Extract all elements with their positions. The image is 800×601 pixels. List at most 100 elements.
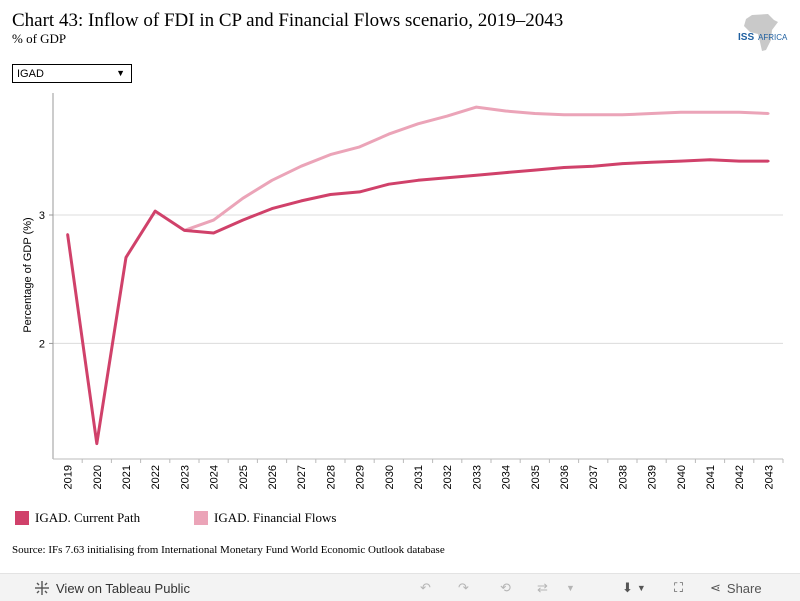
data-point-igad-current-path[interactable] bbox=[562, 166, 566, 169]
data-point-igad-financial-flows[interactable] bbox=[562, 113, 566, 117]
x-tick-label: 2020 bbox=[92, 465, 104, 489]
data-point-igad-current-path[interactable] bbox=[387, 182, 390, 186]
revert-icon[interactable]: ⟲ bbox=[500, 580, 511, 595]
legend-swatch-current-path bbox=[15, 511, 29, 525]
view-on-tableau-button[interactable]: View on Tableau Public bbox=[34, 580, 190, 596]
data-point-igad-current-path[interactable] bbox=[270, 207, 274, 210]
data-point-igad-financial-flows[interactable] bbox=[387, 132, 390, 136]
legend-label-current-path: IGAD. Current Path bbox=[35, 510, 141, 525]
data-point-igad-current-path[interactable] bbox=[650, 161, 653, 164]
data-point-igad-current-path[interactable] bbox=[154, 209, 157, 213]
x-tick-label: 2036 bbox=[559, 465, 571, 489]
chevron-down-icon: ▼ bbox=[116, 68, 125, 78]
x-tick-label: 2028 bbox=[325, 465, 337, 489]
x-tick-label: 2041 bbox=[705, 465, 717, 489]
series-line-igad-current-path[interactable] bbox=[66, 158, 769, 446]
grid-layer bbox=[53, 214, 783, 344]
data-point-igad-financial-flows[interactable] bbox=[329, 153, 332, 156]
legend-item-current-path[interactable]: IGAD. Current Path bbox=[15, 510, 140, 526]
data-point-igad-financial-flows[interactable] bbox=[650, 112, 653, 115]
x-tick-label: 2042 bbox=[734, 465, 746, 489]
x-tick-label: 2038 bbox=[617, 465, 629, 489]
x-tick-label: 2019 bbox=[63, 465, 75, 489]
data-point-igad-financial-flows[interactable] bbox=[475, 105, 478, 109]
x-tick-label: 2026 bbox=[267, 465, 279, 489]
data-point-igad-current-path[interactable] bbox=[358, 190, 361, 194]
data-point-igad-financial-flows[interactable] bbox=[300, 165, 303, 168]
data-point-igad-current-path[interactable] bbox=[738, 159, 741, 163]
x-tick-label: 2027 bbox=[296, 465, 308, 489]
x-tick-label: 2022 bbox=[150, 465, 162, 489]
redo-icon[interactable]: ↷ bbox=[458, 580, 469, 595]
x-tick-label: 2033 bbox=[471, 465, 483, 489]
data-point-igad-financial-flows[interactable] bbox=[358, 145, 361, 149]
download-icon[interactable]: ⬇ ▼ bbox=[622, 580, 646, 595]
refresh-menu-chevron-icon[interactable]: ▼ bbox=[566, 583, 575, 593]
undo-icon[interactable]: ↶ bbox=[420, 580, 431, 595]
legend-item-financial-flows[interactable]: IGAD. Financial Flows bbox=[194, 510, 336, 526]
data-point-igad-financial-flows[interactable] bbox=[270, 179, 274, 182]
data-point-igad-current-path[interactable] bbox=[504, 171, 507, 174]
data-point-igad-current-path[interactable] bbox=[446, 176, 449, 179]
iss-africa-logo: ISS AFRICA bbox=[738, 14, 788, 51]
data-point-igad-current-path[interactable] bbox=[95, 442, 99, 445]
x-tick-label: 2039 bbox=[647, 465, 659, 489]
data-point-igad-current-path[interactable] bbox=[708, 158, 712, 161]
region-filter-dropdown[interactable]: IGAD ▼ bbox=[12, 64, 132, 83]
data-point-igad-current-path[interactable] bbox=[212, 231, 215, 235]
data-point-igad-current-path[interactable] bbox=[66, 233, 69, 236]
data-point-igad-financial-flows[interactable] bbox=[241, 197, 244, 200]
svg-text:AFRICA: AFRICA bbox=[758, 33, 788, 42]
data-point-igad-financial-flows[interactable] bbox=[212, 218, 215, 222]
x-tick-label: 2030 bbox=[384, 465, 396, 489]
share-label: Share bbox=[726, 580, 762, 596]
chart-subtitle: % of GDP bbox=[12, 31, 67, 46]
x-tick-label: 2040 bbox=[676, 465, 688, 489]
x-tick-label: 2023 bbox=[179, 465, 191, 489]
legend-label-financial-flows: IGAD. Financial Flows bbox=[214, 510, 337, 525]
data-point-igad-current-path[interactable] bbox=[533, 168, 536, 172]
tableau-logo-icon bbox=[35, 581, 49, 595]
x-tick-label: 2029 bbox=[355, 465, 367, 489]
share-icon: ⋖ bbox=[710, 580, 721, 595]
x-tick-label: 2034 bbox=[501, 465, 513, 489]
legend-swatch-financial-flows bbox=[194, 511, 208, 525]
data-point-igad-financial-flows[interactable] bbox=[533, 112, 536, 115]
data-point-igad-current-path[interactable] bbox=[621, 162, 624, 165]
data-point-igad-financial-flows[interactable] bbox=[416, 122, 420, 126]
data-point-igad-current-path[interactable] bbox=[475, 173, 478, 177]
x-tick-label: 2024 bbox=[209, 465, 221, 489]
line-chart: 2 3 2019 2020 2021 2022 2023 2024 2025 2026 2027 20… bbox=[22, 93, 784, 489]
data-point-igad-current-path[interactable] bbox=[767, 159, 770, 163]
svg-text:ISS: ISS bbox=[738, 32, 754, 43]
data-point-igad-financial-flows[interactable] bbox=[446, 114, 449, 118]
data-point-igad-current-path[interactable] bbox=[416, 179, 420, 182]
data-point-igad-financial-flows[interactable] bbox=[708, 111, 712, 114]
fullscreen-icon[interactable]: ⛶ bbox=[674, 580, 684, 595]
region-filter-value: IGAD bbox=[17, 68, 44, 80]
data-point-igad-current-path[interactable] bbox=[183, 229, 186, 232]
share-button[interactable]: ⋖ Share bbox=[710, 580, 762, 596]
data-point-igad-current-path[interactable] bbox=[329, 193, 332, 196]
x-tick-label: 2025 bbox=[238, 465, 250, 489]
data-point-igad-financial-flows[interactable] bbox=[592, 113, 595, 117]
data-point-igad-current-path[interactable] bbox=[592, 165, 595, 168]
x-tick-label: 2037 bbox=[588, 465, 600, 489]
data-point-igad-financial-flows[interactable] bbox=[621, 113, 624, 117]
data-point-igad-current-path[interactable] bbox=[300, 199, 303, 203]
series-line-igad-financial-flows[interactable] bbox=[183, 105, 769, 232]
data-point-igad-current-path[interactable] bbox=[241, 218, 244, 222]
data-point-igad-financial-flows[interactable] bbox=[504, 109, 507, 113]
x-tick-label: 2043 bbox=[763, 465, 775, 489]
data-point-igad-financial-flows[interactable] bbox=[767, 112, 770, 115]
data-point-igad-current-path[interactable] bbox=[679, 159, 682, 163]
refresh-icon[interactable]: ⇄ bbox=[537, 580, 548, 595]
x-tick-label: 2021 bbox=[121, 465, 133, 489]
tableau-toolbar: View on Tableau Public ↶ ↷ ⟲ ⇄ ▼ ⬇ ▼ ⛶ ⋖ … bbox=[0, 573, 800, 601]
y-axis-label: Percentage of GDP (%) bbox=[22, 217, 34, 332]
data-point-igad-financial-flows[interactable] bbox=[679, 111, 682, 114]
source-note: Source: IFs 7.63 initialising from Inter… bbox=[12, 544, 445, 556]
y-tick-label: 2 bbox=[39, 338, 45, 350]
data-point-igad-current-path[interactable] bbox=[124, 256, 128, 259]
data-point-igad-financial-flows[interactable] bbox=[738, 111, 741, 114]
